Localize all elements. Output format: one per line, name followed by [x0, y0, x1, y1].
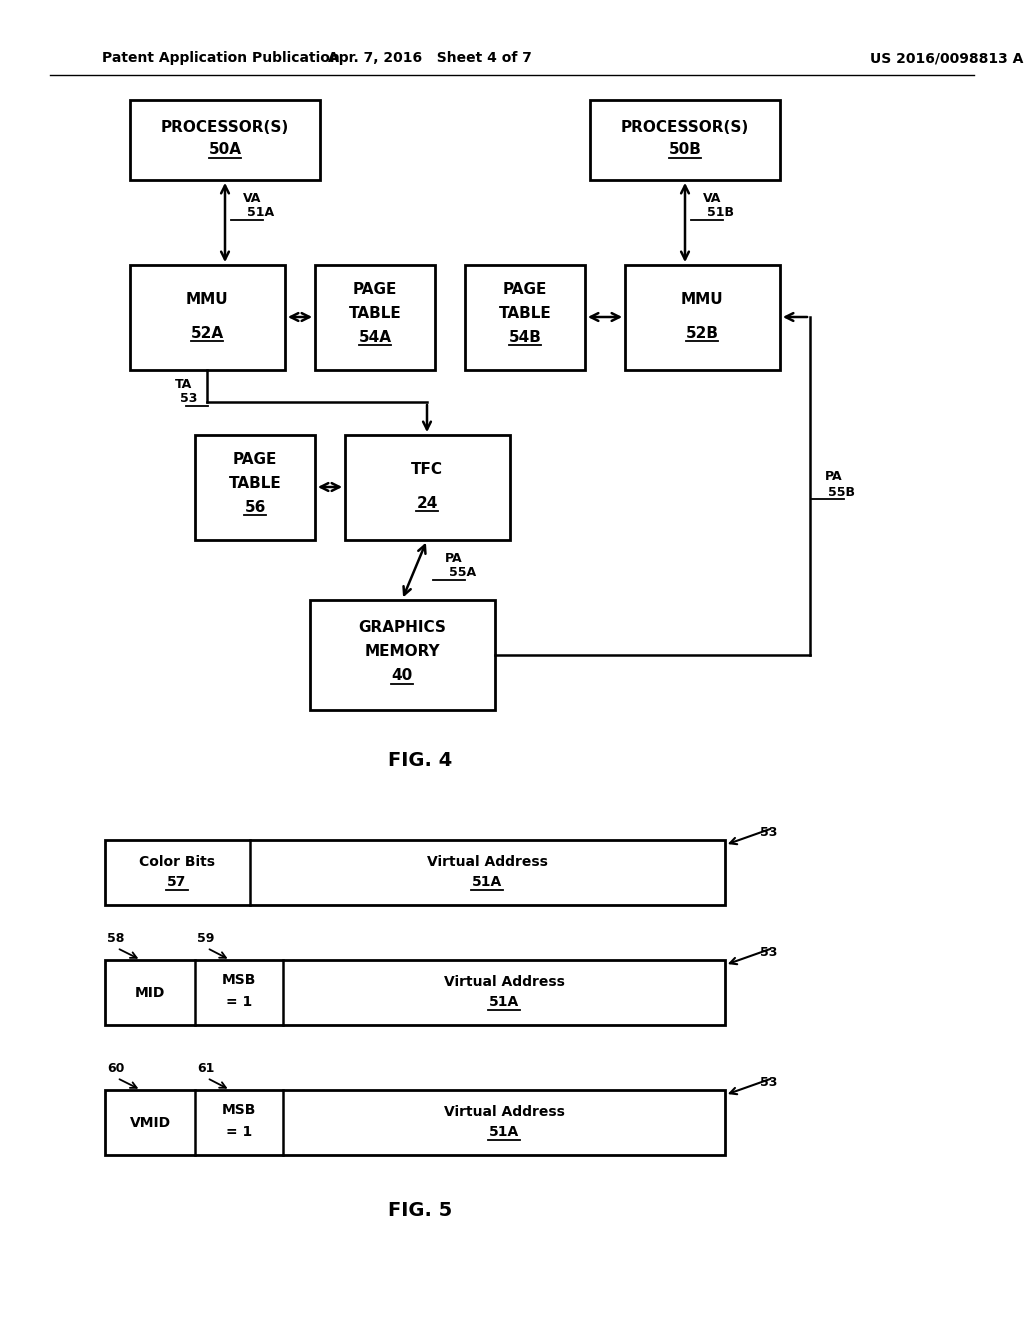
Text: VMID: VMID [129, 1115, 171, 1130]
Text: 51B: 51B [707, 206, 734, 219]
Text: Apr. 7, 2016   Sheet 4 of 7: Apr. 7, 2016 Sheet 4 of 7 [328, 51, 531, 65]
Text: MEMORY: MEMORY [365, 644, 440, 660]
Text: TABLE: TABLE [348, 305, 401, 321]
Text: VA: VA [243, 191, 261, 205]
Text: TA: TA [175, 378, 193, 391]
Text: MID: MID [135, 986, 165, 1001]
Text: 53: 53 [179, 392, 197, 405]
Text: 59: 59 [197, 932, 214, 945]
Text: Virtual Address: Virtual Address [443, 1105, 564, 1119]
Text: 51A: 51A [488, 1125, 519, 1139]
Text: 53: 53 [760, 945, 777, 958]
Text: = 1: = 1 [226, 1125, 252, 1139]
Text: 51A: 51A [488, 995, 519, 1008]
Text: MMU: MMU [185, 293, 228, 308]
Text: PA: PA [445, 552, 463, 565]
Text: Virtual Address: Virtual Address [443, 975, 564, 989]
Text: FIG. 5: FIG. 5 [388, 1200, 453, 1220]
Text: 52A: 52A [190, 326, 223, 341]
Text: MMU: MMU [681, 293, 723, 308]
Text: TABLE: TABLE [228, 475, 282, 491]
Text: MSB: MSB [222, 1104, 256, 1117]
Bar [465, 265, 585, 370]
Text: PA: PA [825, 470, 843, 483]
Text: VA: VA [703, 191, 721, 205]
Text: 60: 60 [106, 1061, 124, 1074]
Text: 57: 57 [167, 875, 186, 888]
Bar [315, 265, 435, 370]
Text: 50A: 50A [209, 143, 242, 157]
Bar [195, 436, 315, 540]
Text: 51A: 51A [472, 875, 502, 888]
Text: FIG. 4: FIG. 4 [388, 751, 453, 770]
Text: TFC: TFC [411, 462, 443, 478]
Text: Patent Application Publication: Patent Application Publication [102, 51, 340, 65]
Text: PAGE: PAGE [503, 282, 547, 297]
Bar [345, 436, 510, 540]
Text: 52B: 52B [685, 326, 719, 341]
Text: 55B: 55B [828, 486, 855, 499]
Text: 51A: 51A [247, 206, 274, 219]
Text: MSB: MSB [222, 973, 256, 987]
Bar [105, 960, 725, 1026]
Text: 54A: 54A [358, 330, 391, 345]
Text: 40: 40 [391, 668, 413, 684]
Text: PAGE: PAGE [232, 453, 278, 467]
Text: 53: 53 [760, 825, 777, 838]
Text: Virtual Address: Virtual Address [427, 855, 548, 869]
Bar [105, 1090, 725, 1155]
Text: 53: 53 [760, 1076, 777, 1089]
Text: PROCESSOR(S): PROCESSOR(S) [161, 120, 289, 136]
Text: Color Bits: Color Bits [139, 855, 215, 869]
Bar [625, 265, 780, 370]
Bar [130, 100, 319, 180]
Text: PROCESSOR(S): PROCESSOR(S) [621, 120, 750, 136]
Text: PAGE: PAGE [353, 282, 397, 297]
Text: = 1: = 1 [226, 995, 252, 1008]
Text: 24: 24 [417, 495, 437, 511]
Bar [130, 265, 285, 370]
Text: 61: 61 [197, 1061, 214, 1074]
Text: 50B: 50B [669, 143, 701, 157]
Text: GRAPHICS: GRAPHICS [358, 620, 445, 635]
Text: 58: 58 [106, 932, 124, 945]
Text: US 2016/0098813 A1: US 2016/0098813 A1 [870, 51, 1024, 65]
Text: 56: 56 [245, 499, 265, 515]
Bar [105, 840, 725, 906]
Bar [310, 601, 495, 710]
Text: TABLE: TABLE [499, 305, 551, 321]
Text: 54B: 54B [509, 330, 542, 345]
Text: 55A: 55A [449, 566, 476, 579]
Bar [590, 100, 780, 180]
